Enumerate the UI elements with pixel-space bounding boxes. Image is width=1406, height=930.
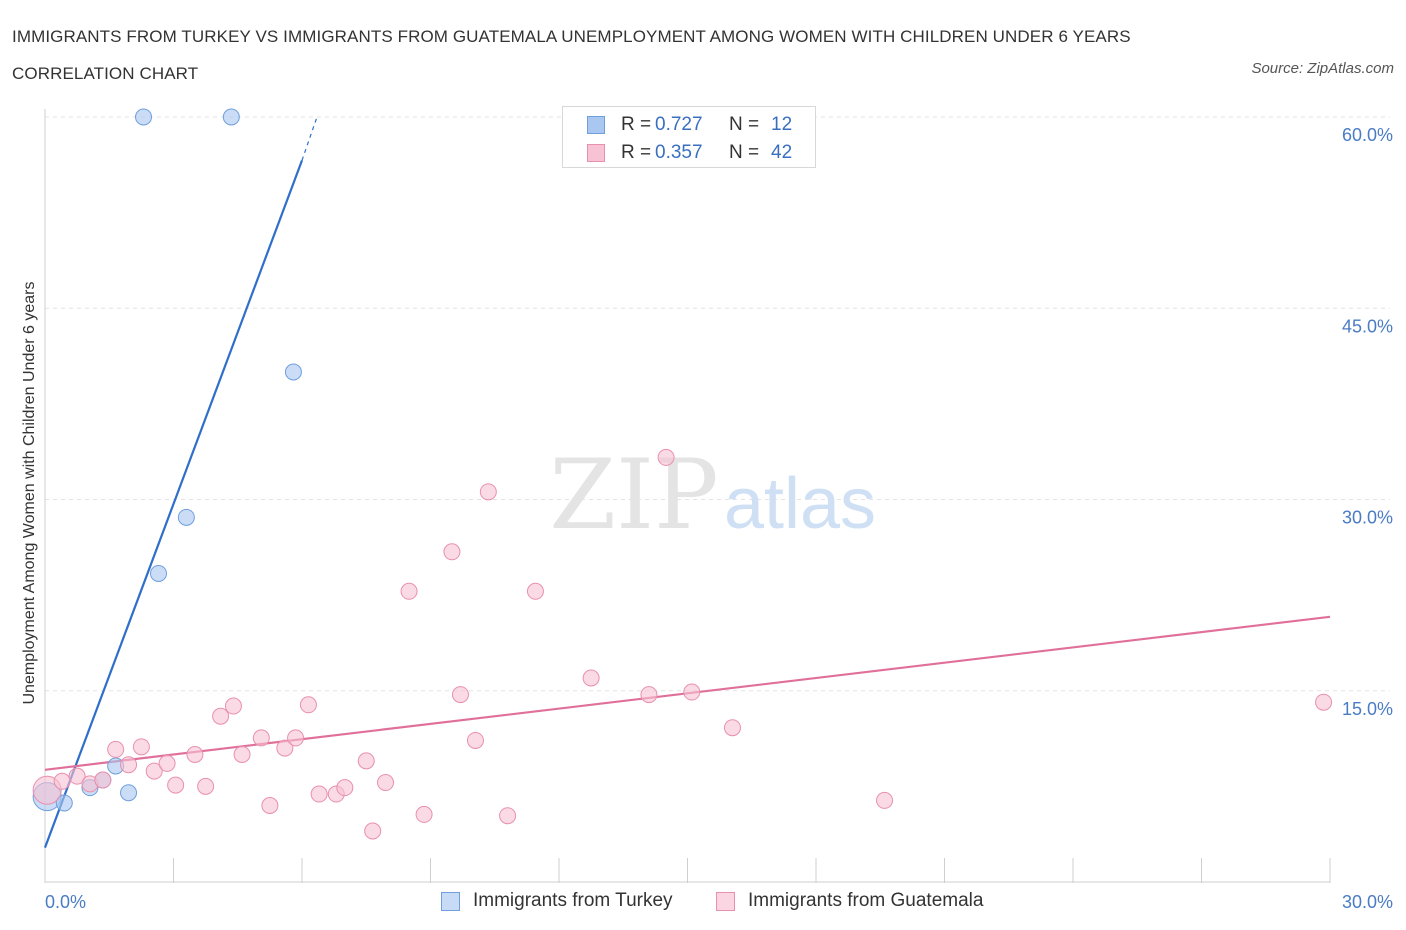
guatemala-point bbox=[287, 729, 305, 747]
guatemala-point bbox=[53, 772, 71, 790]
guatemala-point bbox=[276, 739, 294, 757]
turkey-legend-swatch bbox=[441, 892, 460, 911]
guatemala-point bbox=[145, 762, 163, 780]
turkey-point bbox=[120, 784, 138, 802]
x-tick-label-max: 30.0% bbox=[1342, 892, 1393, 912]
guatemala-point bbox=[167, 776, 185, 794]
turkey-point bbox=[177, 508, 195, 526]
guatemala-point bbox=[186, 746, 204, 763]
turkey-point bbox=[150, 564, 168, 582]
r-label: R = bbox=[621, 142, 652, 163]
guatemala-point bbox=[261, 797, 279, 814]
y-tick-label: 30.0% bbox=[1342, 508, 1393, 528]
axes bbox=[44, 109, 1331, 883]
guatemala-point bbox=[683, 683, 701, 701]
guatemala-point bbox=[233, 746, 251, 763]
legend-label-turkey: Immigrants from Turkey bbox=[473, 890, 673, 911]
turkey-point bbox=[55, 794, 73, 812]
tick-labels: 15.0% 30.0% 45.0% 60.0% 0.0% 30.0% bbox=[45, 125, 1393, 912]
guatemala-point bbox=[1315, 693, 1333, 711]
guatemala-point bbox=[451, 686, 469, 704]
guatemala-point bbox=[224, 697, 242, 715]
r-label: R = bbox=[621, 114, 652, 135]
stats-legend: R = 0.727 N = 12 R = 0.357 N = 42 bbox=[562, 106, 816, 168]
guatemala-point bbox=[657, 448, 675, 466]
guatemala-point bbox=[499, 807, 517, 825]
source-label: Source: ZipAtlas.com bbox=[1251, 60, 1394, 77]
guatemala-point bbox=[582, 669, 600, 687]
guatemala-point bbox=[640, 686, 658, 704]
turkey-point bbox=[284, 363, 302, 381]
guatemala-point bbox=[94, 771, 112, 789]
watermark: ZIP atlas bbox=[549, 439, 876, 551]
turkey-point bbox=[222, 108, 240, 126]
guatemala-swatch bbox=[587, 144, 605, 162]
n-label: N = bbox=[729, 114, 760, 135]
y-tick-label: 60.0% bbox=[1342, 125, 1393, 145]
guatemala-point bbox=[336, 779, 354, 797]
data-points bbox=[32, 108, 1333, 840]
guatemala-point bbox=[132, 738, 150, 756]
y-tick-label: 45.0% bbox=[1342, 316, 1393, 336]
x-tick-label-min: 0.0% bbox=[45, 892, 86, 912]
grid-lines bbox=[45, 116, 1390, 692]
guatemala-point bbox=[212, 707, 230, 725]
watermark-zip: ZIP bbox=[549, 439, 718, 551]
guatemala-point bbox=[876, 791, 894, 809]
guatemala-point bbox=[299, 696, 317, 714]
chart-title: IMMIGRANTS FROM TURKEY VS IMMIGRANTS FRO… bbox=[12, 27, 1131, 83]
guatemala-point bbox=[68, 767, 86, 785]
guatemala-point bbox=[120, 756, 138, 774]
series-legend: Immigrants from Turkey Immigrants from G… bbox=[0, 888, 1406, 916]
guatemala-point bbox=[197, 777, 215, 795]
watermark-atlas: atlas bbox=[724, 464, 876, 544]
guatemala-point bbox=[415, 805, 433, 823]
n-label: N = bbox=[729, 142, 760, 163]
r-value: 0.357 bbox=[655, 142, 703, 163]
legend-label-guatemala: Immigrants from Guatemala bbox=[748, 890, 984, 911]
y-tick-label: 15.0% bbox=[1342, 699, 1393, 719]
n-value: 42 bbox=[771, 142, 793, 163]
guatemala-point bbox=[526, 582, 544, 600]
guatemala-point bbox=[107, 740, 125, 758]
turkey-trend-extension bbox=[301, 116, 318, 161]
guatemala-point bbox=[466, 731, 484, 749]
guatemala-point bbox=[357, 752, 375, 770]
turkey-point bbox=[135, 108, 153, 126]
guatemala-point bbox=[479, 483, 497, 501]
guatemala-point bbox=[252, 729, 270, 747]
n-value: 12 bbox=[771, 114, 793, 135]
guatemala-point bbox=[377, 774, 395, 792]
guatemala-point bbox=[364, 822, 382, 840]
guatemala-point bbox=[310, 785, 328, 803]
r-value: 0.727 bbox=[655, 114, 703, 135]
turkey-swatch bbox=[587, 116, 605, 134]
guatemala-point bbox=[400, 582, 418, 600]
guatemala-point bbox=[443, 543, 461, 561]
guatemala-point bbox=[723, 719, 741, 737]
y-axis-title: Unemployment Among Women with Children U… bbox=[21, 281, 38, 705]
guatemala-point bbox=[158, 754, 176, 772]
turkey-trend-line bbox=[43, 159, 304, 848]
guatemala-legend-swatch bbox=[716, 892, 735, 911]
